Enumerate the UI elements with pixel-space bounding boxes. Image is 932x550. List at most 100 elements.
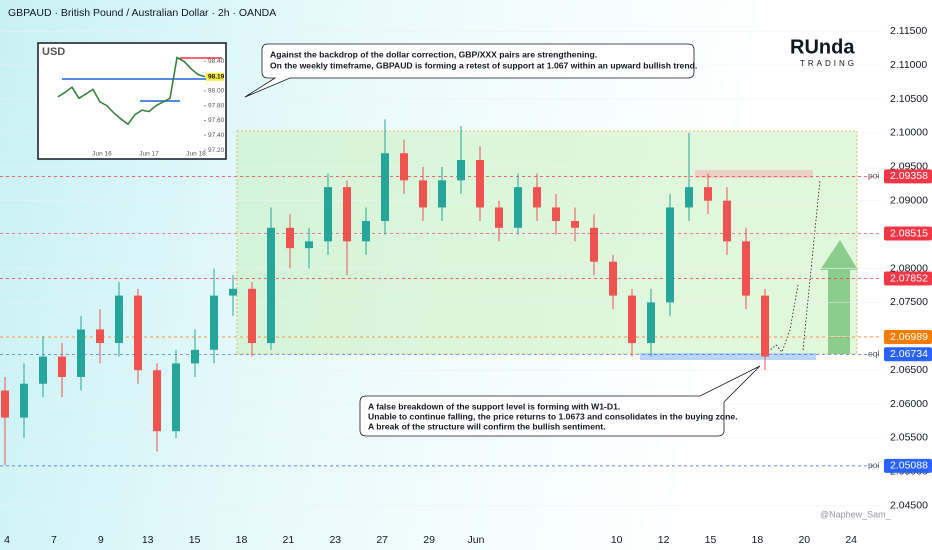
inset-y-label: 97.20 bbox=[208, 147, 225, 154]
y-tick-label: 2.11500 bbox=[890, 25, 927, 37]
inset-x-label: Jun 18 bbox=[186, 151, 206, 158]
inset-y-label: 97.80 bbox=[208, 102, 225, 109]
candle-body bbox=[666, 207, 674, 303]
price-tag bbox=[884, 271, 932, 286]
price-tag bbox=[884, 458, 932, 473]
y-tick-label: 2.04500 bbox=[890, 500, 928, 512]
x-tick-label: 4 bbox=[4, 534, 10, 546]
candle-body bbox=[514, 187, 522, 228]
callout-2 bbox=[359, 365, 761, 437]
x-tick-label: 18 bbox=[236, 534, 248, 546]
price-tag bbox=[884, 226, 932, 241]
symbol-header: GBPAUD · British Pound / Australian Doll… bbox=[8, 7, 276, 19]
inset-y-label: 98.40 bbox=[208, 58, 225, 65]
candle-body bbox=[723, 200, 731, 242]
candle-body bbox=[172, 363, 180, 432]
candle-body bbox=[647, 302, 655, 344]
note-line: Unable to continue falling, the price re… bbox=[368, 411, 738, 421]
y-tick-label: 2.09000 bbox=[890, 194, 928, 206]
y-tick-label: 2.08000 bbox=[890, 262, 928, 274]
y-tick-label: 2.10500 bbox=[890, 93, 928, 105]
y-tick-label: 2.05500 bbox=[890, 432, 928, 444]
poi-zone bbox=[695, 170, 813, 178]
candle-body bbox=[248, 288, 256, 344]
candle-body bbox=[153, 370, 161, 432]
candle-body bbox=[419, 180, 427, 208]
x-tick-label: 23 bbox=[329, 534, 341, 546]
logo: RUnda bbox=[790, 36, 855, 58]
candle-body bbox=[343, 187, 351, 242]
y-tick-label: 2.06000 bbox=[890, 398, 928, 410]
candle-body bbox=[115, 295, 123, 344]
price-label: 2.09358 bbox=[890, 170, 928, 182]
inset-y-label: 97.60 bbox=[208, 117, 225, 124]
x-tick-label: 18 bbox=[752, 534, 764, 546]
y-tick-label: 2.06500 bbox=[890, 364, 928, 376]
candle-body bbox=[495, 207, 503, 228]
candle-body bbox=[362, 221, 370, 242]
watermark: @Naphew_Sam_ bbox=[820, 509, 892, 519]
inset-last-tag bbox=[206, 72, 224, 81]
candle-body bbox=[134, 295, 142, 371]
x-tick-label: 15 bbox=[705, 534, 717, 546]
inset-frame bbox=[37, 42, 227, 160]
candle-body bbox=[77, 329, 85, 377]
candle-body bbox=[704, 187, 712, 201]
candle-body bbox=[761, 295, 769, 357]
x-tick-label: 13 bbox=[142, 534, 154, 546]
x-tick-label: 21 bbox=[283, 534, 295, 546]
candle-body bbox=[286, 227, 294, 249]
buy-zone bbox=[236, 130, 858, 355]
x-tick-label: 27 bbox=[376, 534, 388, 546]
price-tag bbox=[884, 330, 932, 345]
price-label: 2.07852 bbox=[890, 272, 928, 284]
candle-body bbox=[229, 288, 237, 296]
inset-title: USD bbox=[42, 46, 65, 58]
callout-1 bbox=[244, 43, 695, 98]
candle-body bbox=[628, 295, 636, 344]
y-tick-label: 2.07500 bbox=[890, 296, 928, 308]
x-tick-label: 29 bbox=[423, 534, 435, 546]
inset-x-label: Jun 16 bbox=[92, 151, 112, 158]
candle-body bbox=[400, 153, 408, 181]
inset-y-label: 97.40 bbox=[208, 132, 225, 139]
logo-sub: TRADING bbox=[800, 59, 857, 68]
x-tick-label: 15 bbox=[189, 534, 201, 546]
projection bbox=[767, 179, 821, 353]
note-line: A break of the structure will confirm th… bbox=[368, 421, 605, 431]
note-line: Against the backdrop of the dollar corre… bbox=[270, 49, 597, 59]
eql-zone bbox=[640, 353, 816, 360]
inset-last-label: 98.19 bbox=[208, 74, 225, 81]
x-tick-label: 10 bbox=[611, 534, 623, 546]
candle-body bbox=[552, 207, 560, 222]
candle-body bbox=[457, 160, 465, 181]
candle-body bbox=[438, 180, 446, 208]
candle-body bbox=[1, 390, 9, 418]
candle-body bbox=[58, 356, 66, 377]
candle-body bbox=[609, 261, 617, 296]
x-tick-label: 24 bbox=[845, 534, 857, 546]
x-tick-label: 9 bbox=[98, 534, 104, 546]
inset-x-label: Jun 17 bbox=[139, 151, 159, 158]
candle-body bbox=[571, 221, 579, 228]
x-tick-label: 20 bbox=[798, 534, 810, 546]
candle-body bbox=[685, 187, 693, 208]
x-tick-label: 12 bbox=[658, 534, 670, 546]
note-line: A false breakdown of the support level i… bbox=[368, 401, 620, 411]
candle-body bbox=[305, 241, 313, 249]
inset-y-label: 98.00 bbox=[208, 88, 225, 95]
level-tag: poi bbox=[868, 171, 879, 181]
price-tag bbox=[884, 347, 932, 362]
candle-body bbox=[590, 227, 598, 262]
candle-body bbox=[210, 295, 218, 350]
level-tag: eql bbox=[868, 349, 879, 359]
candle-body bbox=[96, 329, 104, 344]
price-label: 2.08515 bbox=[890, 227, 928, 239]
y-tick-label: 2.10000 bbox=[890, 127, 928, 139]
price-label: 2.06734 bbox=[890, 348, 928, 360]
level-tag: poi bbox=[868, 460, 879, 470]
candle-body bbox=[533, 187, 541, 208]
note-line: On the weekly timeframe, GBPAUD is formi… bbox=[270, 60, 697, 70]
